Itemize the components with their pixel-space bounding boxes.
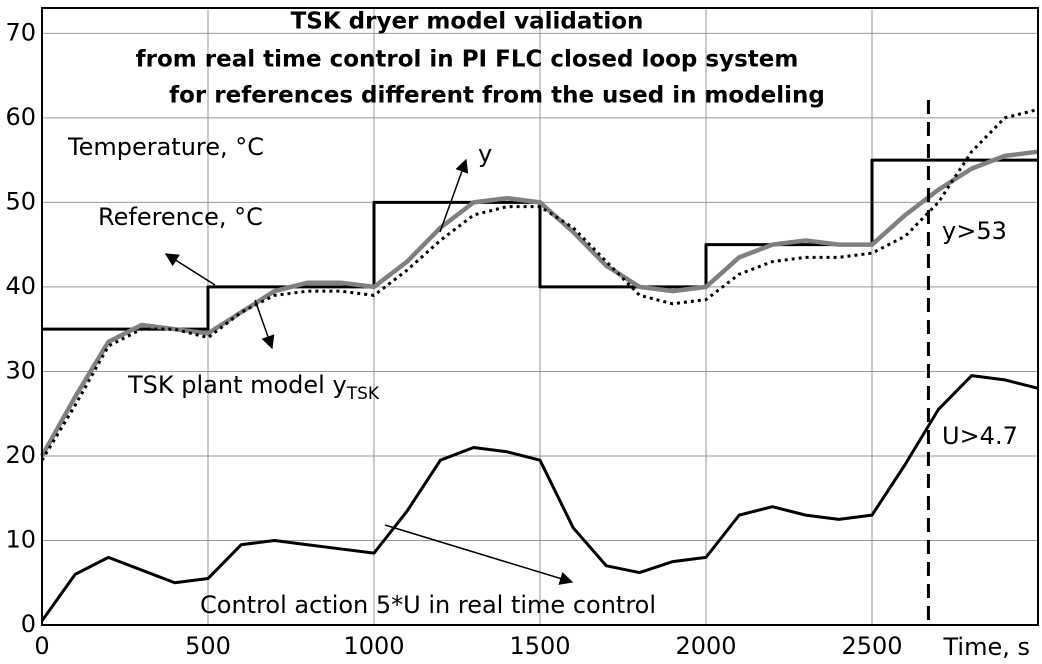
y-tick-label: 60: [5, 103, 36, 131]
annotation-text: Temperature, °C: [67, 133, 264, 161]
annotation-text: Control action 5*U in real time control: [200, 591, 656, 619]
arrow: [439, 158, 469, 233]
x-tick-label: 0: [34, 632, 49, 660]
annotation: Time, s: [943, 633, 1031, 661]
annotation: Reference, °C: [98, 203, 263, 231]
y-tick-label: 20: [5, 441, 36, 469]
arrow: [164, 253, 216, 286]
annotation: y: [478, 140, 492, 168]
series-line: [40, 374, 1039, 622]
annotation-text: y: [478, 140, 492, 168]
chart-title: TSK dryer model validation: [291, 9, 644, 35]
arrows: [164, 158, 574, 585]
annotation: Temperature, °C: [67, 133, 264, 161]
series-line: [40, 149, 1039, 458]
arrow: [384, 524, 574, 585]
x-tick-label: 500: [185, 632, 231, 660]
x-tick-label: 2000: [675, 632, 736, 660]
y-tick-label: 70: [5, 18, 36, 46]
y-tick-label: 40: [5, 272, 36, 300]
annotation-text: y>53: [942, 217, 1007, 245]
annotation-text: Time, s: [943, 633, 1031, 661]
chart-title: for references different from the used i…: [169, 83, 825, 109]
y-tick-label: 50: [5, 187, 36, 215]
chart-title: from real time control in PI FLC closed …: [136, 47, 799, 73]
annotation: U>4.7: [942, 422, 1018, 450]
arrow: [254, 299, 275, 350]
series-line: [40, 107, 1039, 461]
x-tick-label: 2500: [841, 632, 902, 660]
annotation: Control action 5*U in real time control: [200, 591, 656, 619]
annotation-text: TSK plant model y: [127, 371, 347, 399]
plot-frame: [41, 7, 1039, 626]
x-tick-label: 1000: [343, 632, 404, 660]
annotation-text: U>4.7: [942, 422, 1018, 450]
annotation-subscript: TSK: [346, 384, 380, 404]
series-line: [42, 158, 1038, 331]
x-tick-label: 1500: [509, 632, 570, 660]
labels: 0 10 20 30 40 50 60 70 0 500 1000 1500 2000 2500 TSK d…: [5, 9, 1030, 662]
annotation: y>53: [942, 217, 1007, 245]
y-tick-label: 10: [5, 525, 36, 553]
y-tick-label: 30: [5, 356, 36, 384]
y-tick-label: 0: [21, 610, 36, 638]
plot-lines: [40, 100, 1039, 625]
annotation-text: Reference, °C: [98, 203, 263, 231]
annotation: TSK plant model yTSK: [127, 371, 380, 404]
